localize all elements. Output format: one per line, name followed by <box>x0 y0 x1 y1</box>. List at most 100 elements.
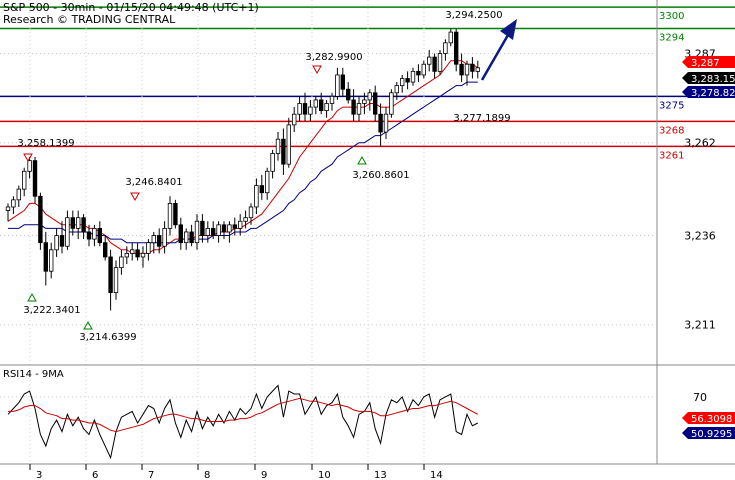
price-annotation: 3,214.6399 <box>79 332 136 343</box>
candle <box>21 167 27 197</box>
candle <box>86 224 92 247</box>
projection-arrow-head <box>500 19 517 40</box>
candle <box>54 228 59 257</box>
svg-text:3,287: 3,287 <box>691 58 720 69</box>
candle <box>216 221 221 243</box>
candle <box>59 221 65 254</box>
candle <box>389 89 394 118</box>
swing-high-marker <box>312 65 322 75</box>
candle <box>183 228 189 250</box>
candle <box>108 249 113 311</box>
time-tick-label: 3 <box>36 470 42 480</box>
level-label: 3275 <box>659 100 684 111</box>
chart-title: S&P 500 - 30min - 01/15/20 04:49:48 (UTC… <box>3 1 259 14</box>
candle <box>281 128 286 175</box>
candle <box>97 221 102 247</box>
candle <box>221 221 227 240</box>
svg-text:50.9295: 50.9295 <box>691 429 732 440</box>
candle <box>205 221 210 243</box>
candle <box>318 92 324 115</box>
candle <box>227 221 232 243</box>
rsi-line <box>7 384 479 460</box>
candle <box>27 157 32 179</box>
candle <box>243 210 248 229</box>
candle <box>297 96 302 122</box>
price-annotation: 3,282.9900 <box>305 52 362 63</box>
candle <box>151 231 156 254</box>
candle <box>264 167 270 200</box>
candle <box>189 224 194 247</box>
candle <box>156 228 162 254</box>
candle <box>275 132 281 161</box>
candle <box>378 103 383 147</box>
candle <box>76 210 81 240</box>
price-tick-label: 3,262 <box>684 137 716 150</box>
rsi-ma-line <box>8 397 479 433</box>
candle <box>345 82 351 104</box>
price-tick-label: 3,211 <box>684 319 716 332</box>
candle <box>248 203 254 225</box>
candle <box>70 210 75 236</box>
time-tick-label: 14 <box>430 470 443 480</box>
candle <box>399 74 405 93</box>
candle <box>367 89 372 111</box>
svg-text:3,278.82: 3,278.82 <box>691 88 735 99</box>
candle <box>356 96 362 122</box>
candle <box>475 60 480 79</box>
candle <box>200 214 205 243</box>
candle <box>103 235 108 261</box>
projection-arrow-shaft <box>480 27 514 81</box>
price-annotation: 3,258.1399 <box>17 138 74 149</box>
candle <box>437 49 443 75</box>
candle <box>286 117 291 168</box>
rsi-tick-label: 70 <box>693 391 707 404</box>
price-annotation: 3,246.8401 <box>125 177 182 188</box>
candle <box>259 174 264 200</box>
candle <box>237 214 243 236</box>
candle <box>426 49 432 72</box>
candle <box>81 214 86 240</box>
candle <box>129 242 135 261</box>
candle <box>16 185 21 207</box>
candle <box>173 199 178 229</box>
candle <box>194 214 200 250</box>
candle <box>405 71 410 90</box>
candle <box>119 249 124 275</box>
candle <box>32 157 38 204</box>
moving-average-line <box>8 81 478 244</box>
candle <box>470 57 475 79</box>
swing-low-marker <box>83 320 93 330</box>
svg-text:3,283.15: 3,283.15 <box>691 74 735 85</box>
candle <box>351 89 356 122</box>
candle <box>394 82 399 100</box>
price-annotation: 3,260.8601 <box>352 170 409 181</box>
swing-high-marker <box>130 192 140 202</box>
candle <box>432 53 437 79</box>
level-label: 3261 <box>659 150 684 161</box>
time-tick-label: 9 <box>261 470 267 480</box>
candle <box>335 67 340 100</box>
chart-subtitle: Research © TRADING CENTRAL <box>3 13 176 26</box>
price-annotation: 3,294.2500 <box>445 10 502 21</box>
candle <box>291 107 297 133</box>
time-tick-label: 7 <box>148 470 154 480</box>
moving-average-line <box>7 60 479 254</box>
candle <box>254 178 259 215</box>
level-label: 3294 <box>659 33 684 44</box>
time-tick-label: 13 <box>374 470 387 480</box>
candle <box>340 67 345 97</box>
swing-low-marker <box>357 155 367 165</box>
time-tick-label: 6 <box>92 470 98 480</box>
candle <box>416 64 421 83</box>
candle <box>162 221 167 254</box>
candle <box>167 196 173 236</box>
level-label: 3268 <box>659 125 684 136</box>
candle <box>124 246 129 265</box>
candle <box>135 242 140 261</box>
candle <box>313 96 318 115</box>
swing-low-marker <box>27 292 37 302</box>
candle <box>11 196 16 215</box>
price-tick-label: 3,236 <box>684 230 716 243</box>
